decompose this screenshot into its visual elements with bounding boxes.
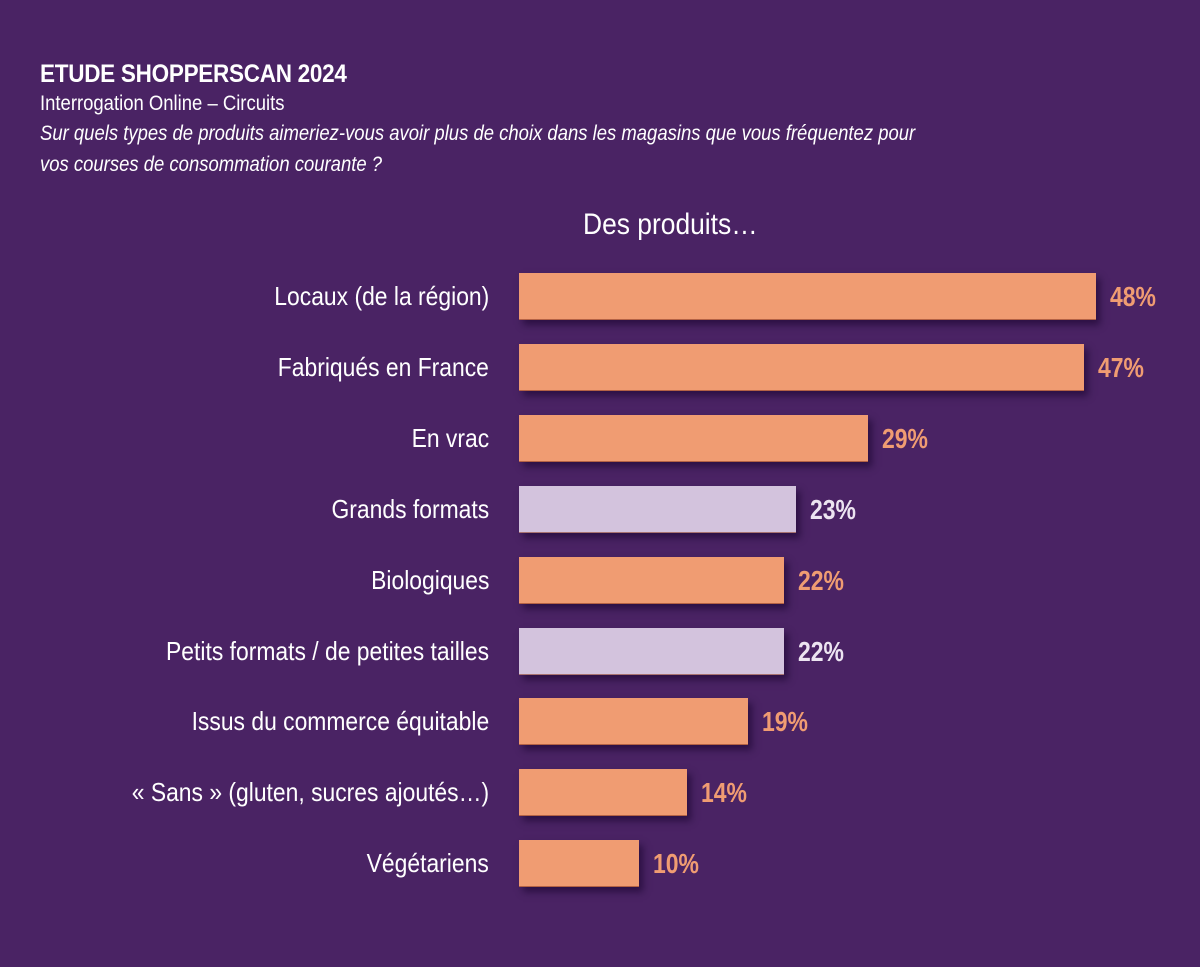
value-label: 22% <box>797 564 844 596</box>
chart-section-title: Des produits… <box>583 208 758 241</box>
chart-header: ETUDE SHOPPERSCAN 2024 Interrogation Onl… <box>40 58 1190 180</box>
value-label: 29% <box>881 422 928 454</box>
category-label: Fabriqués en France <box>277 351 489 382</box>
bar <box>519 273 1097 320</box>
category-label: « Sans » (gluten, sucres ajoutés…) <box>131 777 489 808</box>
bar <box>519 769 688 817</box>
category-label: Locaux (de la région) <box>274 281 489 311</box>
bar <box>519 343 1085 391</box>
bar <box>519 627 784 675</box>
bar <box>519 698 748 746</box>
survey-question-line-1: Sur quels types de produits aimeriez-vou… <box>40 122 916 145</box>
bar <box>519 840 640 888</box>
chart-title: ETUDE SHOPPERSCAN 2024 <box>40 60 347 88</box>
category-label: Petits formats / de petites tailles <box>165 635 489 666</box>
bar <box>519 414 868 462</box>
value-label: 47% <box>1098 351 1145 383</box>
value-label: 22% <box>797 635 844 667</box>
bar <box>519 485 796 533</box>
category-label: En vrac <box>411 422 489 453</box>
value-label: 10% <box>653 848 700 880</box>
value-label: 19% <box>761 706 808 738</box>
value-label: 14% <box>701 777 748 809</box>
category-label: Issus du commerce équitable <box>191 706 489 737</box>
chart-subtitle: Interrogation Online – Circuits <box>40 92 285 115</box>
value-label: 23% <box>809 493 856 525</box>
bar <box>519 556 784 604</box>
category-label: Végétariens <box>366 848 489 879</box>
category-label: Biologiques <box>370 564 489 595</box>
value-label: 48% <box>1110 281 1157 312</box>
survey-question-line-2: vos courses de consommation courante ? <box>40 153 383 176</box>
category-label: Grands formats <box>331 493 489 524</box>
